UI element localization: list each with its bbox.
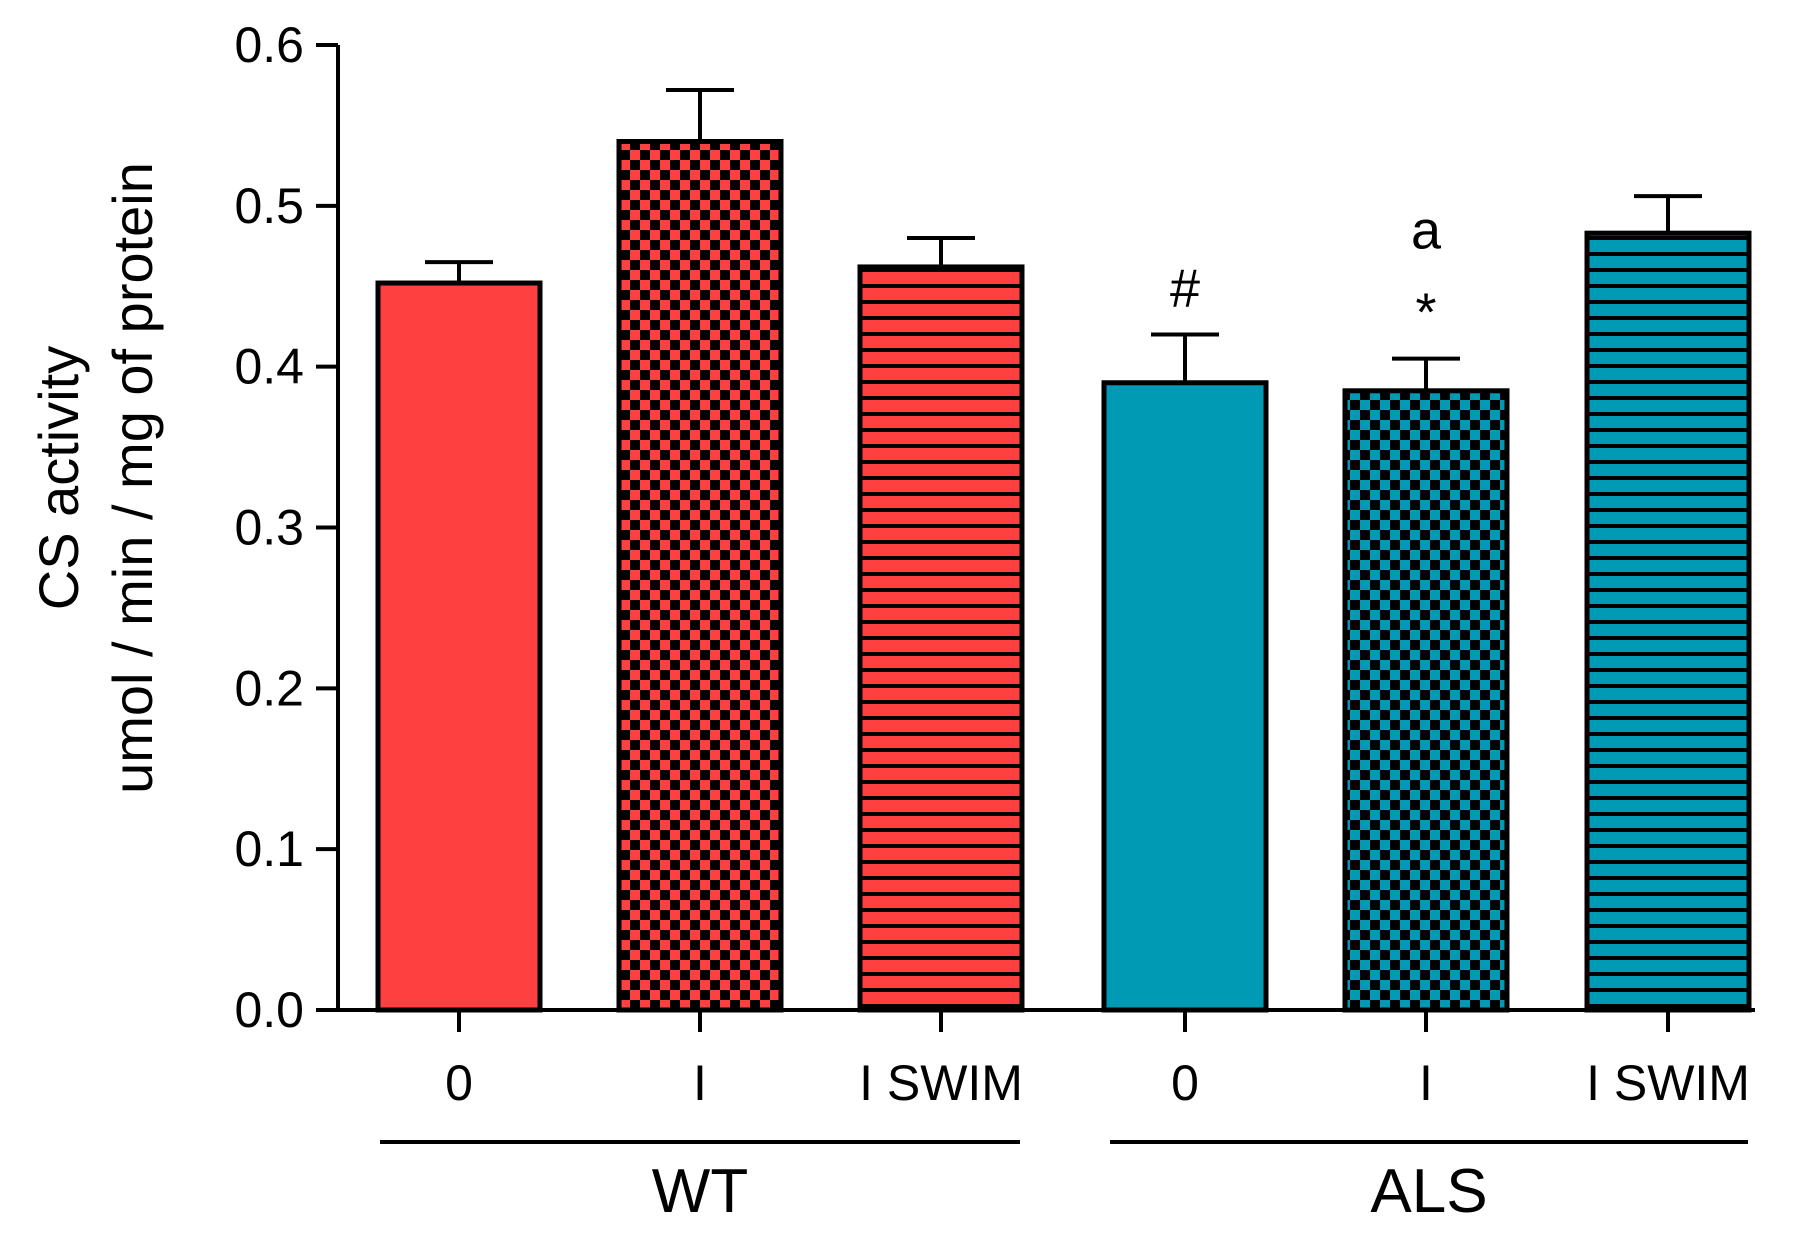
annotation-als-i-0: * [1415,283,1436,343]
bar-wt-i-swim [857,264,1025,1013]
y-axis-title: CS activity umol / min / mg of protein [27,162,164,794]
y-axis-title-line-1: CS activity [27,346,90,611]
category-label-als-i-swim: I SWIM [1586,1055,1750,1111]
bar-als-0 [1101,380,1269,1013]
y-tick-label-5: 0.5 [234,178,304,234]
group-label-als: ALS [1370,1157,1487,1226]
category-label-wt-i-swim: I SWIM [859,1055,1023,1111]
annotation-als-i-1: a [1411,201,1442,261]
y-tick-label-6: 0.6 [234,17,304,73]
bar-wt-0 [375,280,543,1013]
category-label-wt-i: I [693,1055,707,1111]
y-tick-label-3: 0.3 [234,500,304,556]
bar-wt-i [616,139,784,1013]
category-label-als-0: 0 [1171,1055,1199,1111]
bar-als-i [1342,388,1510,1013]
annotation-als-0-0: # [1170,259,1200,319]
y-tick-label-0: 0.0 [234,982,304,1038]
y-tick-label-4: 0.4 [234,339,304,395]
y-tick-label-2: 0.2 [234,660,304,716]
y-axis-title-line-2: umol / min / mg of protein [101,162,164,794]
group-label-wt: WT [652,1157,748,1226]
y-tick-label-1: 0.1 [234,821,304,877]
bar-als-i-swim [1584,230,1752,1013]
category-label-wt-0: 0 [445,1055,473,1111]
category-label-als-i: I [1419,1055,1433,1111]
